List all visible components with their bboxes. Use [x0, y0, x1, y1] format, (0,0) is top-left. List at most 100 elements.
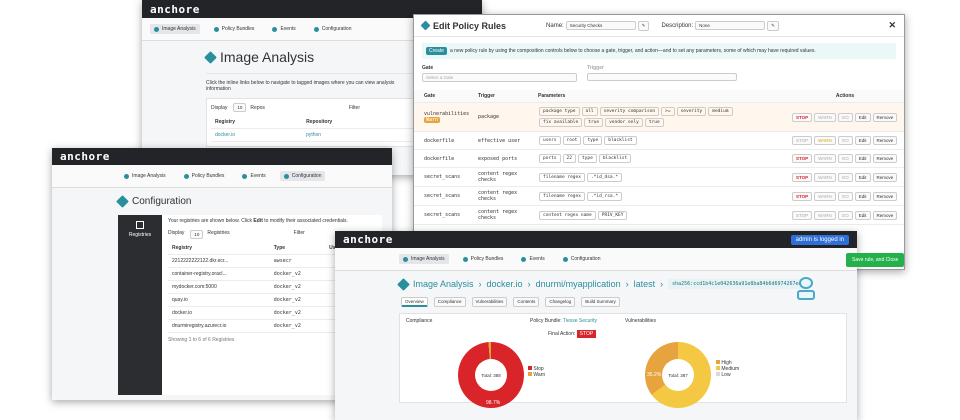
- anchore-logo: anchore: [343, 233, 393, 246]
- gate-select[interactable]: Select a Gate: [422, 73, 577, 82]
- warn-action[interactable]: WARN: [814, 172, 836, 182]
- main-tabs: Image Analysis Policy Bundles Events Con…: [142, 18, 482, 41]
- edit-button[interactable]: Edit: [854, 136, 871, 145]
- remove-button[interactable]: Remove: [872, 172, 898, 182]
- breadcrumb-image-analysis[interactable]: Image Analysis: [413, 279, 474, 289]
- page-title: Image Analysis: [204, 49, 418, 65]
- vulnerability-pct: 35.2%: [647, 372, 662, 378]
- table-row[interactable]: docker.io python: [211, 128, 413, 142]
- sidebar-item-registries[interactable]: Registries: [128, 232, 152, 238]
- remove-button[interactable]: Remove: [872, 191, 898, 201]
- remove-button[interactable]: Remove: [872, 210, 898, 220]
- warn-action[interactable]: WARN: [814, 191, 836, 201]
- stop-action[interactable]: STOP: [792, 136, 813, 145]
- modal-title: Edit Policy Rules: [433, 20, 507, 31]
- subtab-compliance[interactable]: Compliance: [433, 297, 466, 307]
- digest-badge[interactable]: sha256:ccd1b4c1e042636a91e8ba84b6d697426…: [668, 279, 809, 289]
- user-badge[interactable]: admin is logged in: [790, 234, 849, 245]
- go-action[interactable]: GO: [837, 210, 853, 220]
- tab-events[interactable]: Events: [238, 171, 269, 181]
- go-action[interactable]: GO: [837, 191, 853, 201]
- go-action[interactable]: GO: [837, 172, 853, 182]
- go-action[interactable]: GO: [837, 136, 853, 145]
- image-detail-window: anchore admin is logged in Image Analysi…: [335, 231, 857, 420]
- warn-action[interactable]: WARN: [814, 136, 836, 145]
- go-action[interactable]: GO: [837, 154, 853, 163]
- rule-row[interactable]: dockerfile effective user users root type b…: [414, 131, 904, 150]
- tab-image-analysis[interactable]: Image Analysis: [150, 24, 200, 34]
- gear-icon: [283, 173, 289, 179]
- vulnerability-legend: High Medium Low: [716, 360, 739, 378]
- stop-action[interactable]: STOP: [792, 210, 813, 220]
- events-icon: [242, 173, 248, 179]
- warn-badge: Warn: [424, 117, 441, 123]
- remove-button[interactable]: Remove: [872, 112, 898, 122]
- warn-action[interactable]: WARN: [814, 154, 836, 163]
- tab-policy-bundles[interactable]: Policy Bundles: [210, 24, 259, 34]
- edit-button[interactable]: Edit: [854, 172, 871, 182]
- warn-action[interactable]: WARN: [814, 112, 836, 122]
- tab-events[interactable]: Events: [517, 254, 548, 264]
- info-text: Your registries are shown below. Click E…: [168, 218, 348, 224]
- tag-icon: [204, 50, 217, 64]
- name-field[interactable]: Security Checks: [565, 21, 636, 30]
- edit-name-icon[interactable]: ✎: [637, 20, 650, 31]
- top-bar: anchore: [142, 0, 482, 18]
- policy-rules-table: Gate Trigger Parameters Actions vulnerab…: [414, 90, 904, 225]
- repos-table: Registry Repository docker.io python: [211, 116, 413, 142]
- trigger-select[interactable]: [587, 73, 737, 81]
- repos-panel: Display 10 Repos Filter Registry Reposito…: [206, 98, 418, 147]
- gear-icon: [116, 195, 129, 208]
- close-icon[interactable]: ✕: [888, 20, 896, 30]
- tab-policy-bundles[interactable]: Policy Bundles: [180, 171, 229, 181]
- remove-button[interactable]: Remove: [872, 136, 898, 145]
- breadcrumb-registry[interactable]: docker.io: [486, 279, 523, 289]
- stop-action[interactable]: STOP: [792, 112, 813, 122]
- rule-row[interactable]: secret_scans content regex checks filena…: [414, 186, 904, 206]
- policy-icon: [183, 173, 189, 179]
- edit-button[interactable]: Edit: [854, 210, 871, 220]
- edit-button[interactable]: Edit: [854, 191, 871, 201]
- events-icon: [272, 26, 278, 32]
- tab-configuration[interactable]: Configuration: [279, 171, 326, 181]
- edit-description-icon[interactable]: ✎: [767, 20, 779, 31]
- subtab-changelog[interactable]: Changelog: [545, 297, 576, 307]
- top-bar: anchore admin is logged in: [335, 231, 857, 248]
- tab-configuration[interactable]: Configuration: [310, 24, 356, 34]
- tab-policy-bundles[interactable]: Policy Bundles: [459, 254, 508, 264]
- compliance-heading: Compliance: [406, 318, 433, 324]
- breadcrumb-repository[interactable]: dnurmi/myapplication: [535, 279, 621, 289]
- edit-button[interactable]: Edit: [854, 112, 871, 122]
- subtab-contents[interactable]: Contents: [513, 297, 540, 307]
- tab-image-analysis[interactable]: Image Analysis: [120, 171, 170, 181]
- stop-action[interactable]: STOP: [792, 191, 813, 201]
- remove-button[interactable]: Remove: [872, 154, 898, 163]
- save-rule-button[interactable]: Save rule, and Close: [846, 253, 905, 267]
- stop-action[interactable]: STOP: [792, 172, 813, 182]
- tab-events[interactable]: Events: [268, 24, 299, 34]
- subtab-overview[interactable]: Overview: [401, 297, 428, 307]
- go-action[interactable]: GO: [837, 112, 853, 122]
- description-field[interactable]: None: [695, 21, 766, 30]
- rule-row[interactable]: secret_scans content regex checks conten…: [414, 205, 904, 225]
- compliance-pct: 98.7%: [486, 400, 501, 406]
- tab-image-analysis[interactable]: Image Analysis: [399, 254, 449, 264]
- policy-bundle-link[interactable]: Tiesse Security: [563, 318, 597, 324]
- warn-action[interactable]: WARN: [814, 210, 836, 220]
- rule-row[interactable]: vulnerabilities Warn package package typ…: [414, 102, 904, 132]
- vulnerability-donut: Total: 387: [645, 342, 711, 408]
- tab-configuration[interactable]: Configuration: [559, 254, 605, 264]
- page-title: Configuration: [116, 195, 382, 208]
- subtab-vulnerabilities[interactable]: Vulnerabilities: [471, 297, 508, 307]
- display-select[interactable]: 10: [190, 230, 204, 239]
- rule-row[interactable]: dockerfile exposed ports ports 22 type blac…: [414, 149, 904, 168]
- display-select[interactable]: 10: [233, 103, 247, 112]
- sub-tabs: Overview Compliance Vulnerabilities Cont…: [399, 297, 847, 307]
- rule-row[interactable]: secret_scans content regex checks filena…: [414, 167, 904, 187]
- gear-icon: [562, 256, 568, 262]
- edit-button[interactable]: Edit: [854, 154, 871, 163]
- subtab-build-summary[interactable]: Build Summary: [581, 297, 620, 307]
- stop-action[interactable]: STOP: [792, 154, 813, 163]
- breadcrumb-tag[interactable]: latest: [633, 279, 656, 289]
